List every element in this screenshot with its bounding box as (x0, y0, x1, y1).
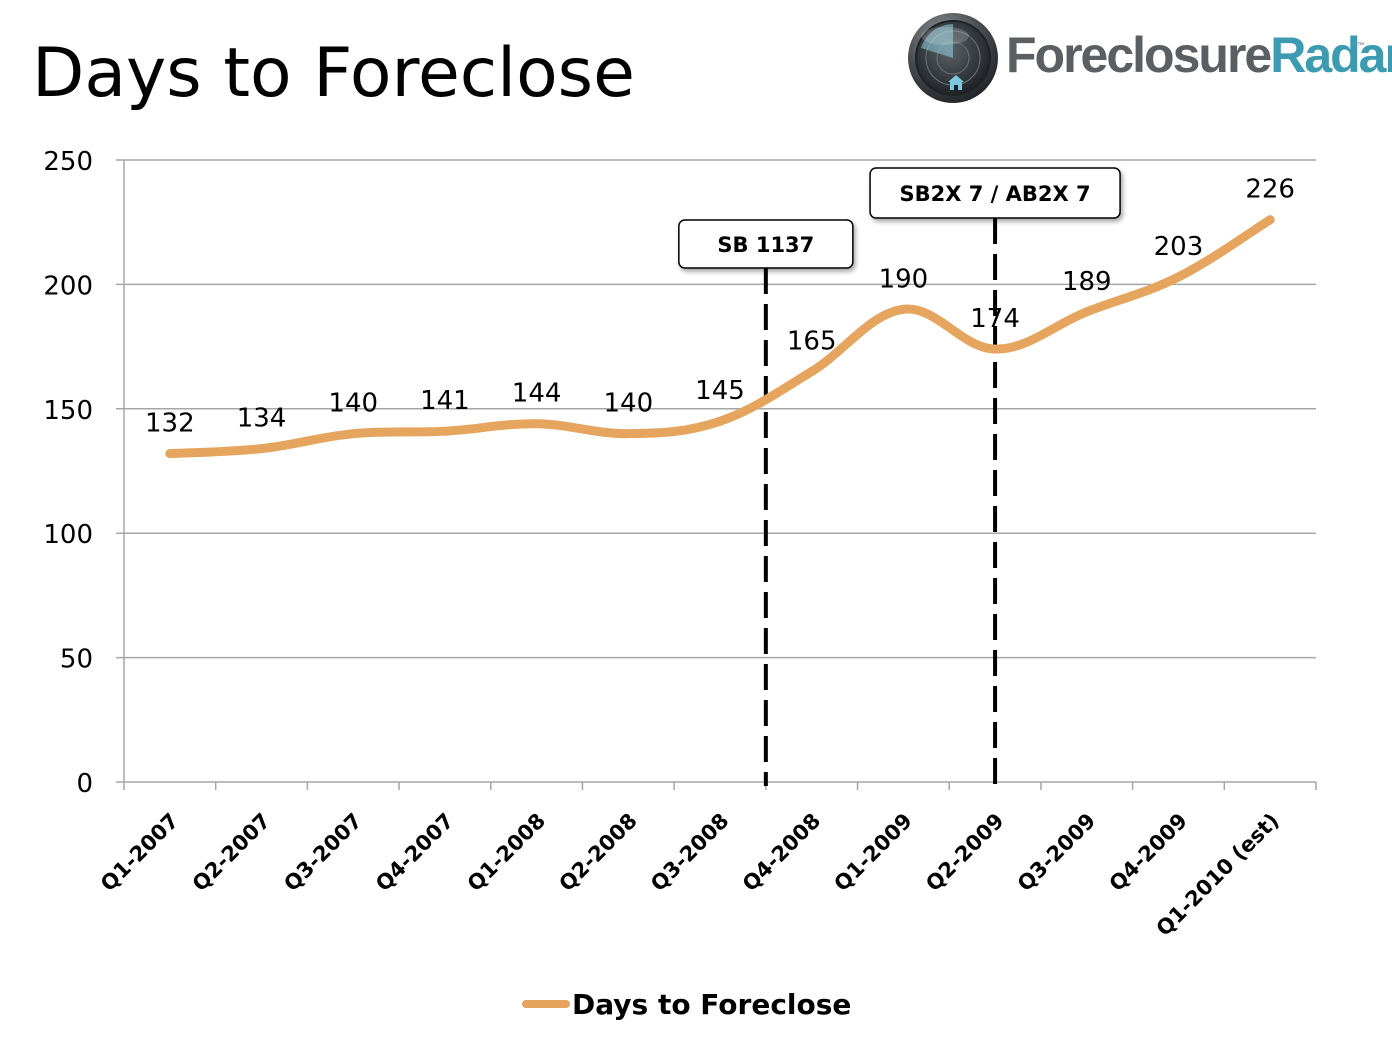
data-label: 189 (1062, 267, 1112, 297)
data-label: 140 (603, 389, 653, 419)
data-label: 140 (328, 389, 378, 419)
x-tick-label: Q2-2008 (554, 809, 641, 896)
data-label: 226 (1245, 175, 1295, 205)
data-label: 190 (879, 264, 929, 294)
data-point (1082, 307, 1092, 317)
data-point (898, 304, 908, 314)
data-point (440, 426, 450, 436)
x-tick-label: Q4-2009 (1105, 809, 1192, 896)
data-label: 132 (145, 409, 195, 439)
data-point (715, 416, 725, 426)
x-tick-label: Q4-2007 (371, 809, 458, 896)
x-tick-label: Q1-2009 (829, 809, 916, 896)
data-point (807, 366, 817, 376)
data-point (1173, 272, 1183, 282)
x-tick-label: Q3-2007 (279, 809, 366, 896)
y-tick-label: 0 (76, 769, 93, 799)
radar-house-icon (908, 13, 998, 103)
legend: Days to Foreclose (522, 984, 851, 1024)
y-tick-label: 100 (43, 520, 93, 550)
logo-trademark: ™ (1357, 42, 1364, 49)
data-point (532, 419, 542, 429)
data-label: 144 (512, 379, 562, 409)
y-tick-label: 150 (43, 396, 93, 426)
data-label: 174 (970, 304, 1020, 334)
x-tick-label: Q1-2008 (463, 809, 550, 896)
x-tick-label: Q2-2007 (188, 809, 275, 896)
y-tick-label: 250 (43, 147, 93, 177)
x-tick-label: Q2-2009 (921, 809, 1008, 896)
data-label: 134 (237, 404, 287, 434)
data-label: 141 (420, 386, 470, 416)
x-tick-label: Q4-2008 (738, 809, 825, 896)
page-title: Days to Foreclose (32, 34, 635, 113)
data-label: 145 (695, 376, 745, 406)
data-point (257, 444, 267, 454)
data-point (623, 429, 633, 439)
data-label: 165 (787, 326, 837, 356)
legend-label: Days to Foreclose (572, 987, 852, 1021)
annotation-box (678, 219, 854, 269)
logo: ForeclosureRadar ™ (905, 12, 1392, 108)
data-point (990, 344, 1000, 354)
data-label: 203 (1154, 232, 1204, 262)
data-point (348, 429, 358, 439)
y-tick-label: 50 (60, 645, 93, 675)
x-tick-label: Q3-2009 (1013, 809, 1100, 896)
annotation-box (869, 167, 1121, 219)
x-tick-label: Q1-2007 (96, 809, 183, 896)
logo-text: ForeclosureRadar (1006, 27, 1392, 83)
annotation-label: SB2X 7 / AB2X 7 (900, 182, 1091, 206)
data-point (165, 449, 175, 459)
x-tick-label: Q3-2008 (646, 809, 733, 896)
legend-swatch (522, 1000, 570, 1008)
annotation-label: SB 1137 (717, 233, 814, 257)
y-tick-label: 200 (43, 271, 93, 301)
data-point (1265, 215, 1275, 225)
